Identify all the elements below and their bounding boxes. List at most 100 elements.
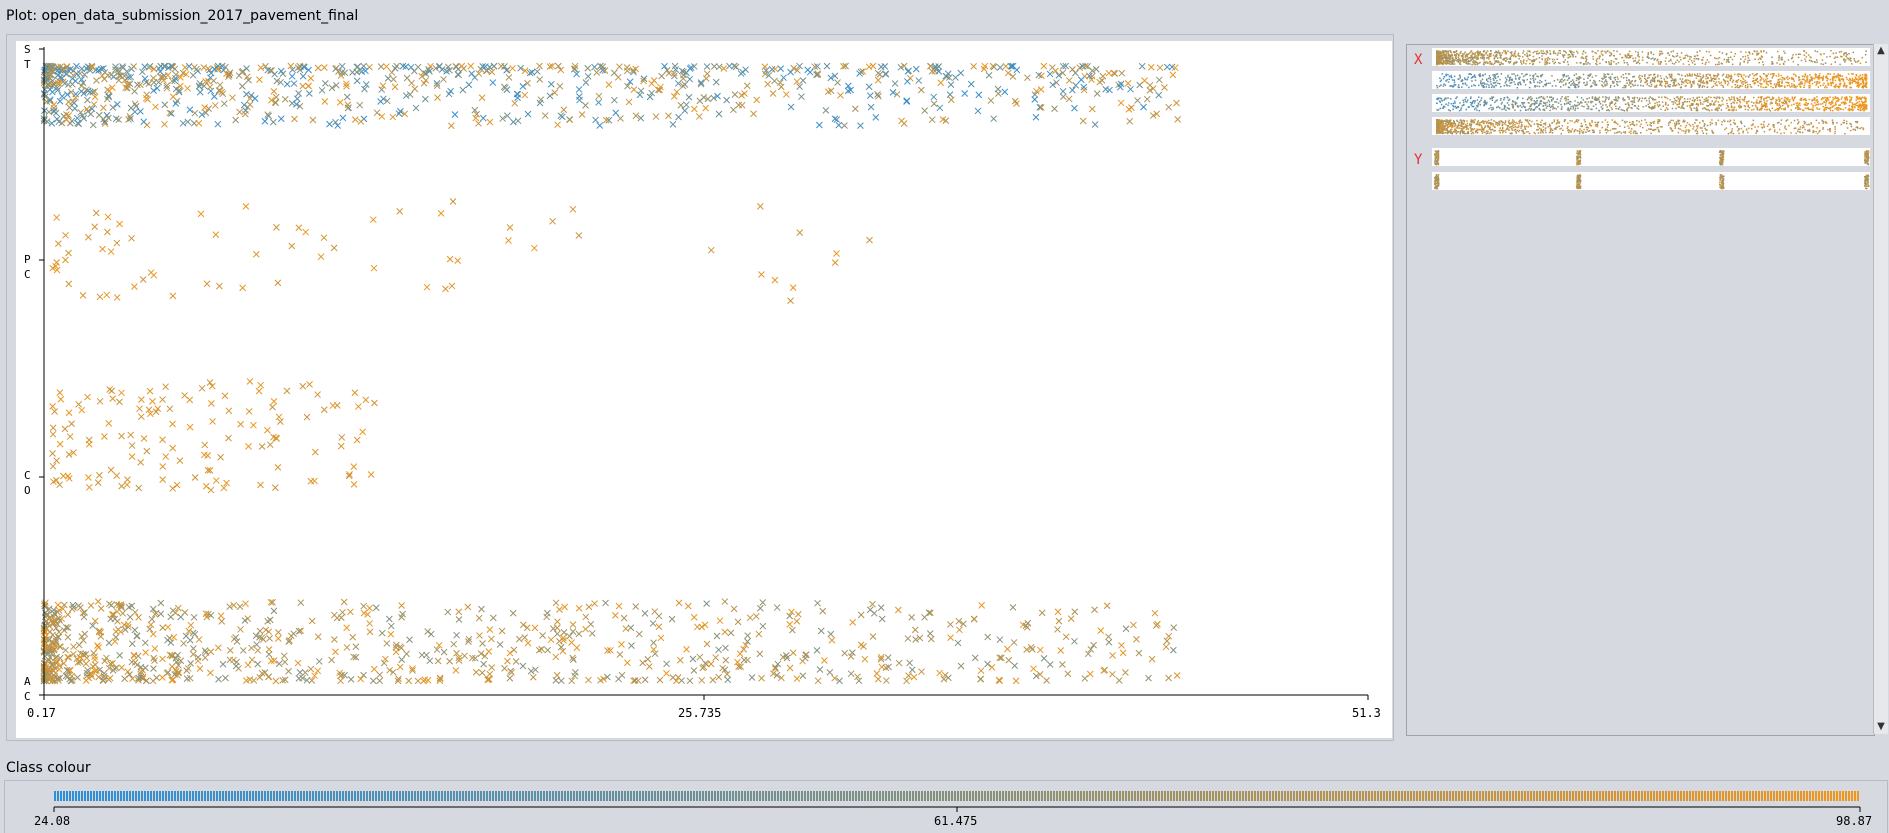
strip-point [1476,51,1478,53]
strip-point [1531,60,1533,62]
strip-point [1847,73,1850,75]
data-point [857,641,865,649]
strip-point [1839,82,1842,85]
strip-point [1442,53,1445,56]
data-point [505,74,513,81]
strip-point [1739,85,1741,87]
strip-point [1543,101,1545,104]
strip-point [1705,108,1708,111]
data-point [1088,105,1096,113]
strip-point [1703,101,1705,103]
strip-point [1812,99,1814,101]
strip-point [1673,63,1676,65]
strip-point [1810,76,1812,78]
data-point [170,633,178,641]
data-point [1093,90,1101,98]
strip-point [1614,102,1617,104]
strip-point [1519,76,1521,79]
data-point [49,430,57,438]
strip-point [1646,56,1648,59]
strip-point [1846,96,1848,99]
strip-point [1641,59,1644,61]
data-point [1055,72,1063,79]
data-point [281,658,289,666]
data-point [245,442,252,450]
data-point [675,113,682,121]
strip-point [1784,60,1786,63]
strip-point [1563,73,1565,76]
data-point [906,659,913,667]
data-point [635,630,643,638]
data-point [142,78,150,86]
data-point [1154,620,1161,628]
strip-point [1861,86,1863,89]
attribute-strips[interactable]: X Y [1406,44,1873,734]
strip-point [1438,53,1440,55]
strip-point [1570,52,1573,54]
data-point [187,660,195,667]
strip-point [1447,102,1450,104]
strip-point [1770,101,1772,104]
data-point [869,600,876,608]
strip-point [1810,78,1812,81]
strip-point [1441,62,1444,65]
data-point [870,609,878,617]
data-point [432,64,440,72]
strip-point [1680,83,1683,86]
strip-point [1489,53,1492,56]
strip-point [1501,52,1504,54]
strip-point [1628,98,1630,100]
data-point [54,67,62,74]
strip-point [1634,84,1636,86]
data-point [547,636,555,644]
data-point [1065,95,1073,103]
data-point [677,101,685,109]
strip-point [1864,107,1867,109]
data-point [389,668,397,676]
strip-point [1483,86,1485,88]
strip-point [1500,61,1502,64]
plot-area[interactable] [16,41,1392,738]
strip-point [1503,50,1505,52]
strip-point [1493,86,1495,89]
data-point [378,86,386,93]
strip-point [1836,97,1839,99]
strip-point [1699,75,1702,78]
strip-point [1767,96,1769,98]
strip-point [1784,96,1786,99]
data-point [269,403,276,411]
data-point [128,640,136,648]
strip-point [1779,57,1781,59]
data-point [1007,62,1015,70]
scatter-plot[interactable]: S T P C C O A C 0.17 25.735 51.3 [16,41,1392,738]
data-point [519,621,527,629]
x-tick-label-mid: 25.735 [678,706,721,720]
strip-point [1760,55,1763,57]
data-point [186,106,194,114]
strip-point [1592,105,1595,107]
strip-point [1522,60,1525,63]
strip-point [1759,108,1762,110]
strip-point [1604,85,1606,87]
strip-point [1638,78,1641,80]
data-point [1171,64,1179,72]
strip-point [1494,52,1496,54]
data-point [367,471,375,478]
data-point [1043,677,1050,684]
data-point [835,121,843,129]
strip-point [1490,106,1492,109]
data-point [531,624,539,632]
strip-point [1816,108,1819,110]
strip-point [1823,108,1826,110]
strip-point [1522,50,1525,52]
data-point [607,646,614,654]
strip-point [1708,79,1711,82]
strip-point [1516,74,1519,77]
data-point [361,85,368,93]
strip-point [1585,61,1587,63]
strip-point [1467,59,1470,62]
data-point [769,90,777,97]
data-point [45,108,53,116]
data-point [137,663,145,671]
strip-point [1436,50,1438,52]
